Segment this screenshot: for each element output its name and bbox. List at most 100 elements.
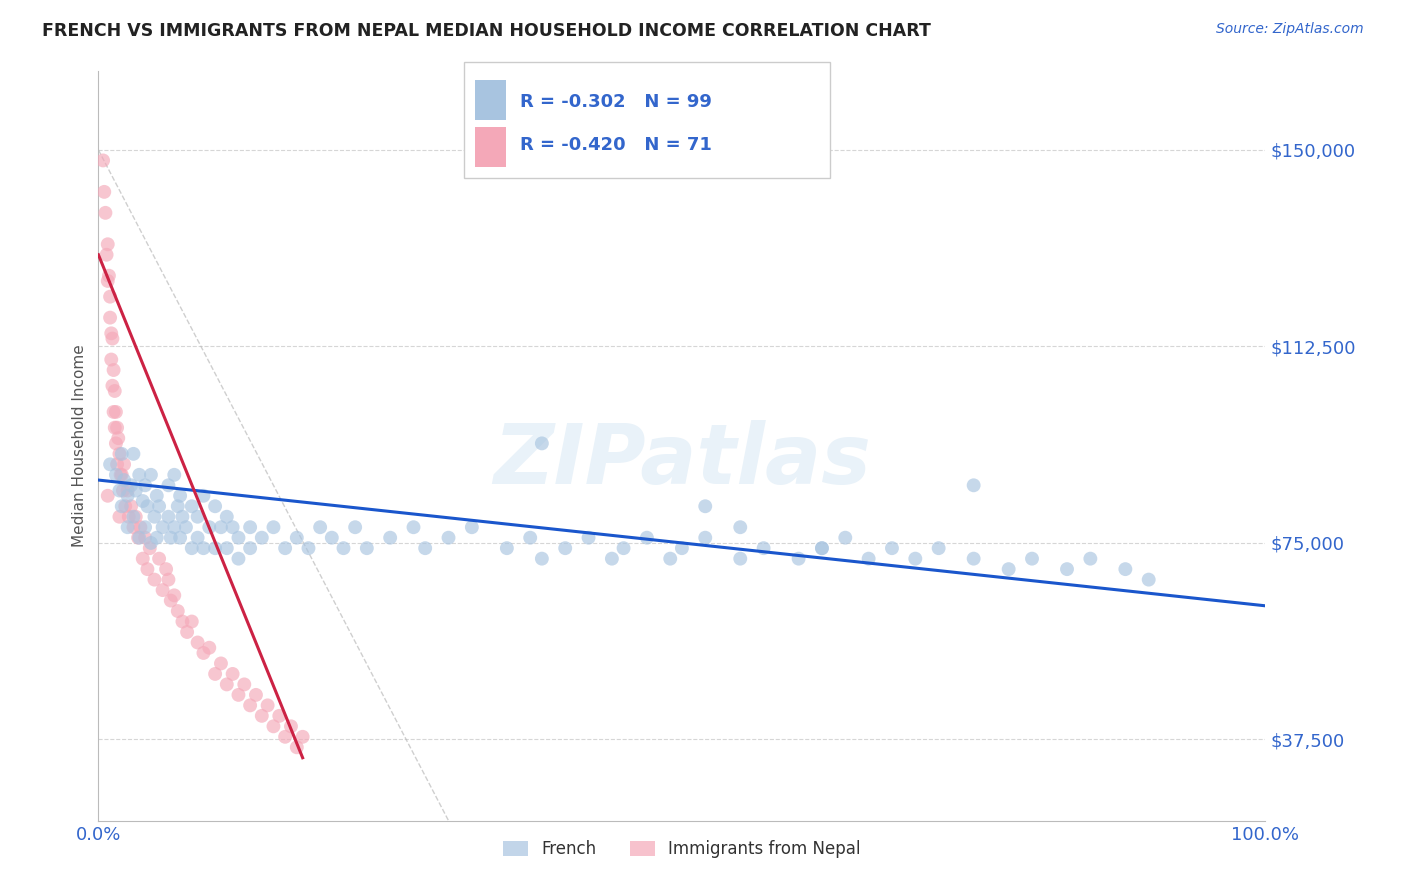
Point [962,551,984,566]
Point [215,541,238,556]
Point [122,509,145,524]
Point [172,509,194,524]
Point [204,500,226,514]
Point [104,405,127,419]
Point [834,531,856,545]
Point [256,698,278,713]
Point [496,541,519,556]
Point [636,531,658,545]
Point [215,677,238,691]
Point [117,483,139,498]
Point [413,541,436,556]
Point [180,541,202,556]
Point [578,531,600,545]
Point [120,478,142,492]
Point [1021,551,1043,566]
Point [128,531,150,545]
Point [97,489,120,503]
Point [157,573,180,587]
Point [321,531,343,545]
Point [103,363,125,377]
Point [198,520,221,534]
Point [132,494,155,508]
Point [880,541,903,556]
Point [811,541,834,556]
Point [163,588,186,602]
Point [250,709,273,723]
Point [176,625,198,640]
Point [111,500,134,514]
Point [291,730,314,744]
Point [285,531,308,545]
Point [112,473,135,487]
Point [163,467,186,482]
Point [108,483,131,498]
Point [98,290,121,304]
Point [148,551,170,566]
Point [437,531,460,545]
Point [110,467,132,482]
Point [174,520,197,534]
Point [132,551,155,566]
Point [143,573,166,587]
Point [239,541,262,556]
Point [519,531,541,545]
Point [134,520,156,534]
Point [811,541,834,556]
Point [111,467,134,482]
Point [125,509,148,524]
Point [187,635,209,649]
Point [262,719,284,733]
Point [118,509,141,524]
Point [215,509,238,524]
Point [180,615,202,629]
Point [97,274,120,288]
Point [671,541,693,556]
Point [928,541,950,556]
Point [172,615,194,629]
Point [148,500,170,514]
Point [269,709,291,723]
Point [228,531,250,545]
Text: FRENCH VS IMMIGRANTS FROM NEPAL MEDIAN HOUSEHOLD INCOME CORRELATION CHART: FRENCH VS IMMIGRANTS FROM NEPAL MEDIAN H… [42,22,931,40]
Point [1137,573,1160,587]
Point [104,436,127,450]
Point [530,436,553,450]
Point [127,531,149,545]
Point [730,520,752,534]
Point [166,604,188,618]
Text: ZIPatlas: ZIPatlas [494,420,870,501]
Point [600,551,623,566]
Point [104,384,127,398]
Point [233,677,256,691]
Point [962,478,984,492]
Point [107,431,129,445]
Point [695,500,717,514]
Point [139,467,162,482]
Point [193,646,215,660]
Point [332,541,354,556]
Point [159,593,181,607]
Point [111,447,134,461]
Point [285,740,308,755]
Text: R = -0.420   N = 71: R = -0.420 N = 71 [520,136,711,153]
Point [122,520,145,534]
Point [204,667,226,681]
Point [96,248,118,262]
Point [98,458,121,472]
Point [613,541,636,556]
Text: Source: ZipAtlas.com: Source: ZipAtlas.com [1216,22,1364,37]
Point [105,458,128,472]
Point [139,536,162,550]
Point [198,640,221,655]
Point [97,237,120,252]
Point [274,730,297,744]
Point [103,405,125,419]
Point [787,551,810,566]
Point [245,688,267,702]
Point [136,500,159,514]
Point [193,489,215,503]
Point [239,698,262,713]
Point [169,531,191,545]
Point [122,447,145,461]
